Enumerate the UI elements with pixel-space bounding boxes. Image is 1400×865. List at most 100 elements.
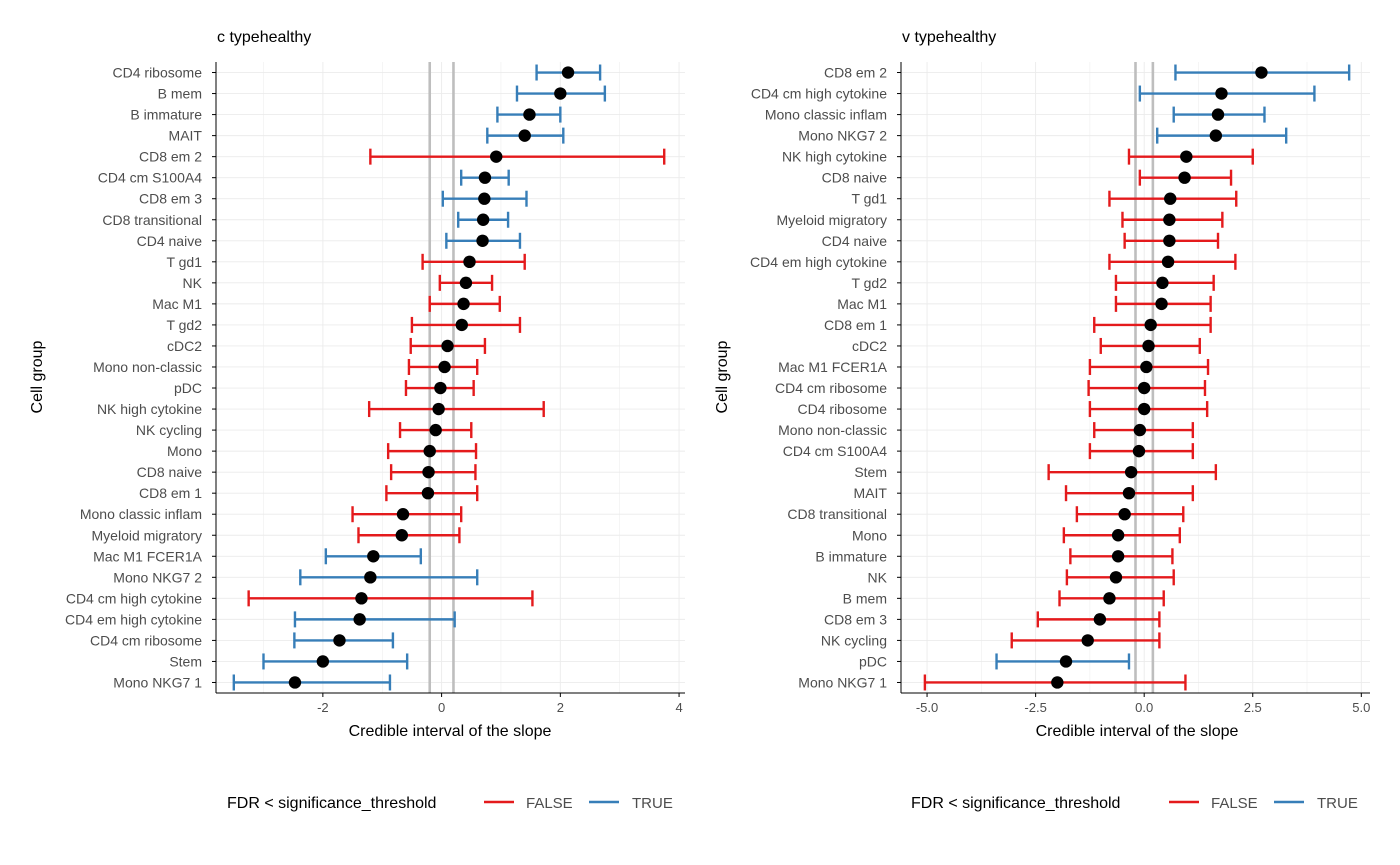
y-tick-label: CD4 ribosome (798, 401, 888, 417)
error-bar (367, 401, 545, 418)
y-tick-label: Mono NKG7 2 (113, 569, 202, 585)
x-tick-label: 4 (675, 700, 682, 715)
estimate-point (1137, 402, 1151, 416)
y-tick-label: CD4 ribosome (113, 65, 203, 81)
estimate-point (1163, 234, 1176, 247)
x-tick-label: 5.0 (1352, 700, 1370, 715)
x-tick-label: 0.0 (1135, 700, 1153, 715)
estimate-point (355, 592, 368, 605)
y-tick-label: MAIT (854, 485, 888, 501)
y-tick-label: NK cycling (136, 422, 202, 438)
estimate-point (1142, 339, 1155, 353)
y-tick-label: CD8 em 3 (139, 191, 202, 207)
y-tick-label: CD8 naive (137, 464, 203, 480)
estimate-point (523, 108, 536, 121)
estimate-point (1124, 465, 1138, 479)
estimate-point (1155, 297, 1168, 311)
y-tick-label: CD4 cm high cytokine (751, 86, 887, 102)
estimate-point (1144, 318, 1157, 332)
estimate-point (1059, 655, 1073, 668)
estimate-point (432, 402, 445, 416)
estimate-point (1215, 87, 1228, 100)
estimate-point (1156, 276, 1169, 290)
estimate-point (463, 255, 476, 269)
estimate-point (1255, 66, 1268, 79)
estimate-point (429, 423, 442, 437)
estimate-point (1209, 129, 1223, 142)
y-tick-label: CD4 em high cytokine (65, 611, 202, 627)
y-tick-label: B immature (815, 548, 887, 564)
estimate-point (554, 87, 567, 100)
gridlines (216, 62, 685, 693)
estimate-point (1161, 255, 1175, 269)
error-bar (293, 611, 456, 628)
y-tick-label: CD4 cm S100A4 (783, 443, 887, 459)
estimate-point (1109, 571, 1123, 584)
legend-title: FDR < significance_threshold (227, 795, 436, 812)
y-tick-label: B immature (130, 107, 202, 123)
estimate-point (396, 508, 410, 521)
y-tick-label: CD4 naive (137, 233, 203, 249)
forest-panel-c-typehealthy: c typehealthy Cell group Credible interv… (29, 29, 685, 812)
y-tick-label: Mono NKG7 2 (798, 128, 887, 144)
legend-true-label: TRUE (632, 795, 673, 812)
y-tick-label: CD8 naive (822, 170, 888, 186)
y-tick-label: CD4 naive (822, 233, 888, 249)
panel-title: v typehealthy (902, 29, 996, 46)
y-tick-label: Mono classic inflam (765, 107, 887, 123)
estimate-point (1122, 486, 1136, 500)
legend-false-label: FALSE (526, 795, 573, 812)
y-tick-label: Myeloid migratory (777, 212, 887, 228)
estimate-point (1111, 529, 1125, 542)
estimate-point (353, 613, 366, 626)
estimate-point (1211, 108, 1225, 121)
estimate-point (364, 571, 377, 584)
y-tick-label: MAIT (169, 128, 203, 144)
y-tick-label: T gd1 (851, 191, 887, 207)
y-tick-label: CD8 em 1 (139, 485, 202, 501)
x-tick-label: 2 (557, 700, 564, 715)
y-tick-label: CD4 cm high cytokine (66, 590, 202, 606)
y-tick-label: CD4 cm ribosome (90, 632, 202, 648)
y-axis-label: Cell group (29, 340, 46, 413)
y-tick-label: pDC (859, 653, 887, 669)
y-tick-label: Mono (167, 443, 202, 459)
legend: FDR < significance_threshold FALSE TRUE (911, 795, 1358, 812)
estimate-point (423, 444, 436, 458)
y-axis-label: Cell group (714, 340, 731, 413)
estimate-point (1093, 613, 1107, 626)
y-tick-label: Stem (169, 653, 202, 669)
estimate-point (438, 360, 451, 374)
y-tick-label: CD4 cm ribosome (775, 380, 887, 396)
estimate-point (1132, 444, 1146, 458)
y-tick-label: CD4 cm S100A4 (98, 170, 202, 186)
y-tick-label: NK cycling (821, 632, 887, 648)
x-tick-label: -2 (317, 700, 329, 715)
y-tick-label: Mac M1 (837, 296, 887, 312)
x-tick-label: 2.5 (1244, 700, 1262, 715)
estimate-point (1137, 381, 1151, 395)
x-tick-label: -5.0 (916, 700, 938, 715)
y-tick-label: Mono classic inflam (80, 506, 202, 522)
y-tick-label: NK (183, 275, 203, 291)
x-axis-label: Credible interval of the slope (349, 723, 552, 740)
y-tick-label: Mac M1 FCER1A (93, 548, 203, 564)
y-tick-label: Mono NKG7 1 (798, 674, 887, 690)
y-tick-label: Myeloid migratory (92, 527, 202, 543)
estimate-point (1133, 423, 1147, 437)
estimate-point (1103, 592, 1116, 605)
y-tick-label: Mono non-classic (778, 422, 887, 438)
estimate-point (333, 634, 346, 647)
estimate-point (457, 297, 470, 311)
forest-panel-v-typehealthy: v typehealthy Cell group Credible interv… (714, 29, 1370, 812)
estimate-point (1118, 508, 1131, 521)
y-tick-label: Mono non-classic (93, 359, 202, 375)
error-bar (357, 527, 461, 544)
x-tick-label: -2.5 (1024, 700, 1046, 715)
estimate-point (1163, 213, 1176, 226)
estimate-point (490, 150, 503, 163)
y-tick-label: NK (868, 569, 888, 585)
y-tick-label: pDC (174, 380, 202, 396)
legend-title: FDR < significance_threshold (911, 795, 1120, 812)
